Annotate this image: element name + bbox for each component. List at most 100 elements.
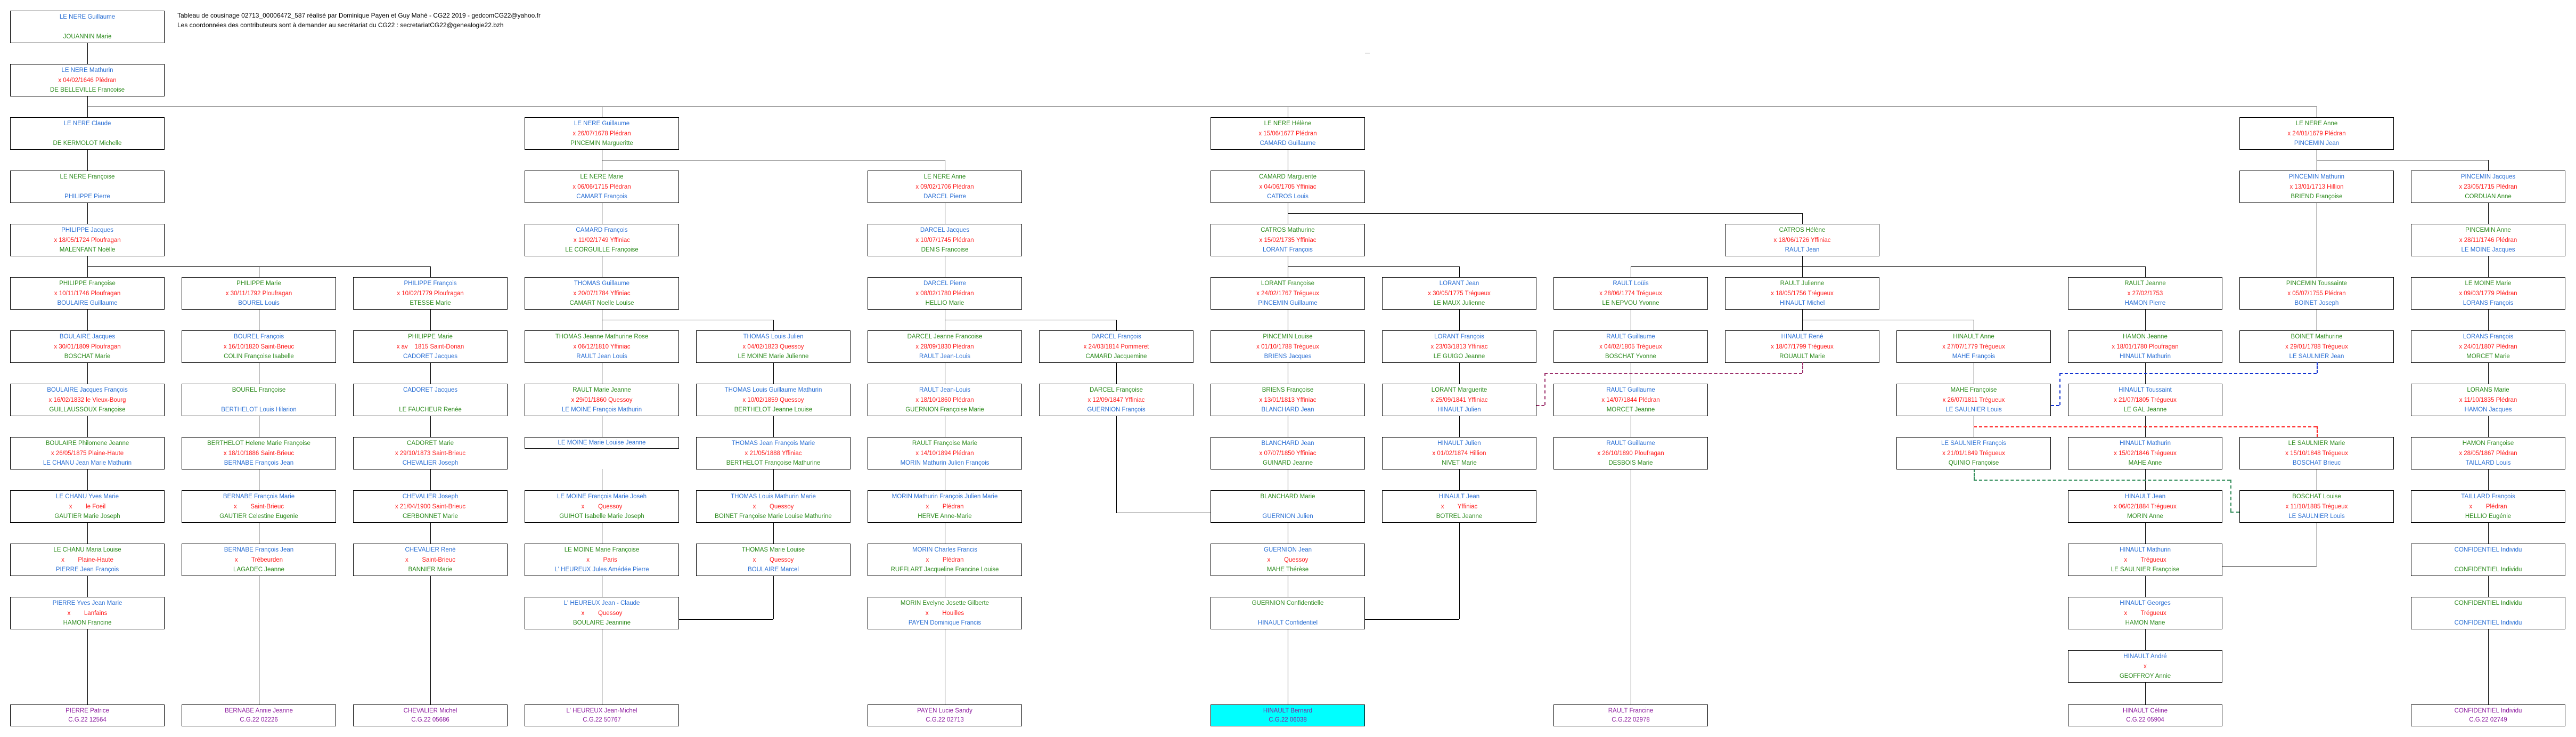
descendant-name: LORANT François: [1434, 334, 1484, 340]
spouse-name: MAHE Anne: [2128, 460, 2162, 466]
descendant-name: PHILIPPE Françoise: [59, 280, 116, 287]
couple-box: LE NERE Marie x 06/06/1715 Plédran CAMART …: [525, 171, 679, 203]
spouse-name: RAULT Jean: [1785, 247, 1820, 253]
spouse-name: BERNABE François Jean: [224, 460, 294, 466]
lineage-line: [87, 149, 88, 171]
marriage-info: x Plédran: [2469, 503, 2507, 510]
lineage-line: [2488, 629, 2489, 704]
lineage-line: [2145, 522, 2146, 544]
spouse-name: HERVE Anne-Marie: [918, 513, 972, 520]
couple-box: CHEVALIER Joseph x 21/04/1900 Saint-Brieu…: [353, 490, 508, 523]
spouse-name: BLANCHARD Jean: [1261, 407, 1314, 413]
sibling-bar: [87, 266, 430, 267]
couple-box: HINAULT Julien x 01/02/1874 Hillion NIVET …: [1382, 437, 1536, 469]
dashed-link-purple: [1544, 373, 1545, 405]
descendant-name: HINAULT Toussaint: [2119, 387, 2172, 393]
contributor-box: HINAULT Céline C.G.22 05904: [2068, 704, 2222, 726]
couple-box: THOMAS Jeanne Mathurine Rose x 06/12/1810…: [525, 330, 679, 363]
descendant-name: THOMAS Jeanne Mathurine Rose: [555, 334, 649, 340]
couple-box: HINAULT Jean x 06/02/1884 Trégueux MORIN A…: [2068, 490, 2222, 523]
marriage-join-line: [1459, 522, 1460, 619]
couple-box: LE NERE Mathurin x 04/02/1646 Plédran DE B…: [10, 64, 165, 96]
descendant-name: HINAULT André: [2123, 653, 2167, 660]
contributor-id: C.G.22 12564: [68, 716, 107, 723]
lineage-line: [773, 522, 774, 544]
dashed-link-purple: [1536, 405, 1544, 406]
descendant-name: LE MOINE Marie: [2465, 280, 2512, 287]
couple-box: HINAULT Mathurin x 15/02/1846 Trégueux MAH…: [2068, 437, 2222, 469]
contributor-box: PIERRE Patrice C.G.22 12564: [10, 704, 165, 726]
descendant-name: PINCEMIN Anne: [2465, 227, 2511, 233]
spouse-name: BRIEND Françoise: [2291, 193, 2343, 200]
marriage-info: x le Foeil: [69, 503, 106, 510]
spouse-name: NIVET Marie: [1442, 460, 1477, 466]
couple-box: DARCEL François x 24/03/1814 Pommeret CAMA…: [1039, 330, 1193, 363]
couple-box: LE NERE Claude DE KERMOLOT Michelle: [10, 117, 165, 150]
couple-box: PINCEMIN Anne x 28/11/1746 Plédran LE MOIN…: [2411, 224, 2565, 256]
descendant-name: LE NERE Françoise: [60, 174, 115, 180]
marriage-info: x 24/02/1767 Trégueux: [1256, 290, 1319, 297]
descendant-name: HINAULT Anne: [1953, 334, 1994, 340]
couple-box: PHILIPPE Françoise x 10/11/1746 Ploufraga…: [10, 277, 165, 310]
dashed-link-red: [2317, 426, 2318, 437]
descendant-name: BOULAIRE Philomene Jeanne: [45, 440, 129, 447]
couple-box: DARCEL Françoise x 12/09/1847 Yffiniac GUE…: [1039, 384, 1193, 416]
couple-box: MORIN Mathurin François Julien Marie x Pl…: [868, 490, 1022, 523]
spouse-name: LE NEPVOU Yvonne: [1602, 300, 1659, 306]
marriage-info: x 09/02/1706 Plédran: [915, 183, 974, 190]
couple-box: LE MOINE François Marie Joseh x Quessoy GU…: [525, 490, 679, 523]
descendant-name: RAULT Guillaume: [1606, 440, 1655, 447]
descendant-name: HINAULT Mathurin: [2119, 440, 2171, 447]
spouse-name: LE SAULNIER Louis: [1945, 407, 2002, 413]
marriage-info: x 21/01/1849 Trégueux: [1942, 450, 2005, 457]
descendant-name: BLANCHARD Marie: [1260, 493, 1315, 500]
couple-box: HINAULT Mathurin x Trégueux LE SAULNIER Fr…: [2068, 544, 2222, 576]
couple-box: LORANT Marguerite x 25/09/1841 Yffiniac HI…: [1382, 384, 1536, 416]
spouse-name: MORCET Jeanne: [1606, 407, 1655, 413]
contributor-id: C.G.22 02226: [240, 716, 278, 723]
lineage-line: [87, 469, 88, 490]
marriage-info: x 06/12/1810 Yffiniac: [573, 343, 631, 350]
descendant-name: BERNABE François Marie: [223, 493, 295, 500]
spouse-name: GUINARD Jeanne: [1263, 460, 1313, 466]
spouse-name: LE GUIGO Jeanne: [1433, 353, 1485, 360]
dashed-link-blue: [2059, 373, 2060, 405]
descendant-name: CONFIDENTIEL Individu: [2454, 547, 2522, 553]
lineage-line: [773, 362, 774, 384]
spouse-name: COLIN Françoise Isabelle: [224, 353, 294, 360]
spouse-name: CAMART François: [576, 193, 627, 200]
descendant-name: LE MOINE Marie Louise Jeanne: [558, 440, 646, 446]
marriage-info: x Lanfains: [67, 610, 108, 617]
couple-box: LE NERE Hélène x 15/06/1677 Plédran CAMARD…: [1211, 117, 1365, 150]
spouse-name: LORANT François: [1263, 247, 1313, 253]
couple-box: PINCEMIN Mathurin x 13/01/1713 Hillion BRI…: [2239, 171, 2394, 203]
descendant-name: LE NERE Claude: [63, 120, 111, 127]
spouse-name: GUERNION Julien: [1262, 513, 1313, 520]
lineage-line: [2488, 469, 2489, 490]
spouse-name: BOINET Françoise Marie Louise Mathurine: [715, 513, 832, 520]
lineage-line: [87, 576, 88, 597]
sibling-drop: [2145, 266, 2146, 277]
sibling-bar: [1288, 213, 1802, 214]
spouse-name: HELLIO Eugénie: [2465, 513, 2512, 520]
couple-box: RAULT Loüis x 28/06/1774 Trégueux LE NEPVO…: [1553, 277, 1708, 310]
marriage-info: x 15/02/1735 Yffiniac: [1259, 237, 1316, 244]
marriage-info: x Trébeurden: [234, 556, 283, 563]
descendant-name: LE NERE Guillaume: [59, 14, 116, 20]
spouse-name: PHILIPPE Pierre: [64, 193, 110, 200]
contributor-id: C.G.22 02713: [926, 716, 964, 723]
couple-box: RAULT Marie Jeanne x 29/01/1860 Quessoy LE…: [525, 384, 679, 416]
descendant-name: HINAULT Jean: [1438, 493, 1480, 500]
lineage-line: [773, 416, 774, 437]
descendant-name: LE MOINE Marie Françoise: [564, 547, 640, 553]
couple-box: BOULAIRE Philomene Jeanne x 26/05/1875 Pl…: [10, 437, 165, 469]
couple-box: LE CHANU Yves Marie x le Foeil GAUTIER Mar…: [10, 490, 165, 523]
marriage-info: x Quessoy: [581, 610, 623, 617]
descendant-name: THOMAS Jean François Marie: [731, 440, 815, 447]
spouse-name: LE CHANU Jean Marie Mathurin: [43, 460, 132, 466]
contributor-name: HINAULT Bernard: [1263, 708, 1313, 715]
marriage-info: x av 1815 Saint-Donan: [396, 343, 464, 350]
descendant-name: BOSCHAT Louise: [2292, 493, 2341, 500]
sibling-drop: [1116, 320, 1117, 330]
couple-box: LE MOINE Marie Françoise x Paris L' HEUREU…: [525, 544, 679, 576]
